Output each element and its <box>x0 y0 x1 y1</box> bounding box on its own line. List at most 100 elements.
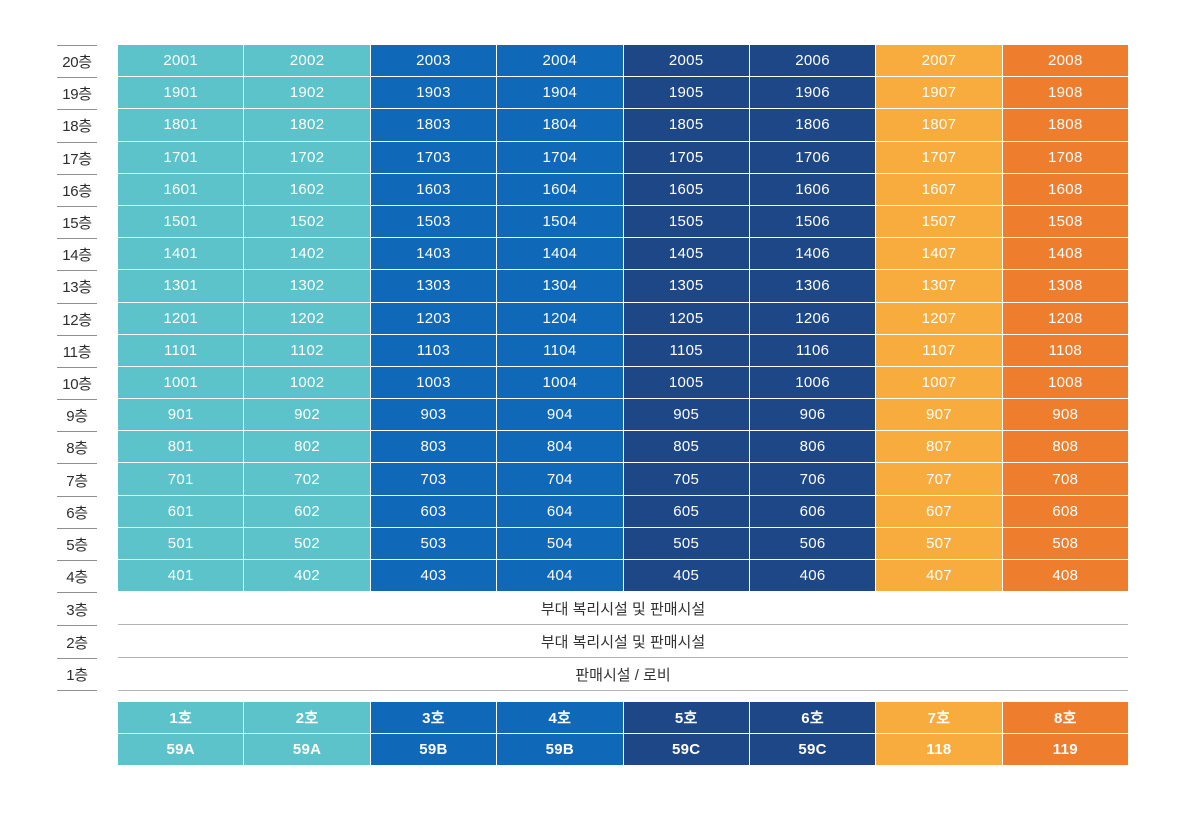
floor-cells: 1001 1002 1003 1004 1005 1006 1007 1008 <box>118 366 1128 400</box>
unit-cell: 407 <box>876 560 1003 593</box>
unit-cell: 503 <box>370 527 498 560</box>
line-number-cell: 2호 <box>244 702 371 735</box>
unit-type-cell: 59B <box>497 734 624 767</box>
line-number-cell: 4호 <box>497 702 624 735</box>
floor-label: 2층 <box>57 625 97 658</box>
unit-cell: 2008 <box>1002 45 1128 78</box>
unit-cell: 2004 <box>497 45 624 78</box>
unit-cell: 1007 <box>876 366 1003 400</box>
unit-cell: 1801 <box>118 109 245 142</box>
unit-cell: 1306 <box>749 270 877 303</box>
facility-floor-row: 2층 부대 복리시설 및 판매시설 <box>57 625 1128 659</box>
unit-cell: 901 <box>118 399 245 432</box>
unit-cell: 1708 <box>1002 141 1128 174</box>
unit-cell: 706 <box>749 463 877 496</box>
line-number-cell: 6호 <box>749 702 877 735</box>
unit-cell: 601 <box>118 495 245 528</box>
floor-label: 8층 <box>57 431 97 463</box>
unit-cell: 1107 <box>876 334 1003 367</box>
unit-cell: 1403 <box>370 238 498 271</box>
unit-cell: 2001 <box>118 45 245 78</box>
unit-cell: 1503 <box>370 205 498 239</box>
unit-type-cell: 59B <box>370 734 498 767</box>
unit-cell: 1006 <box>749 366 877 400</box>
unit-cell: 1205 <box>623 302 750 335</box>
facility-floor-row: 3층 부대 복리시설 및 판매시설 <box>57 592 1128 626</box>
unit-cell: 1806 <box>749 109 877 142</box>
floor-row: 16층 1601 1602 1603 1604 1605 1606 1607 1608 <box>57 173 1128 206</box>
facility-label: 부대 복리시설 및 판매시설 <box>118 592 1128 626</box>
unit-cell: 1805 <box>623 109 750 142</box>
unit-cell: 602 <box>244 495 371 528</box>
floor-label: 12층 <box>57 302 97 335</box>
unit-cell: 1008 <box>1002 366 1128 400</box>
unit-cell: 404 <box>497 560 624 593</box>
unit-cell: 801 <box>118 431 245 464</box>
unit-cell: 1905 <box>623 77 750 110</box>
unit-cell: 2002 <box>244 45 371 78</box>
unit-type-cells: 59A 59A 59B 59B 59C 59C 118 119 <box>118 734 1128 767</box>
floor-label: 18층 <box>57 109 97 141</box>
unit-cell: 1005 <box>623 366 750 400</box>
floor-label: 3층 <box>57 592 97 625</box>
unit-cell: 1404 <box>497 238 624 271</box>
unit-cell: 1702 <box>244 141 371 174</box>
floor-row: 8층 801 802 803 804 805 806 807 808 <box>57 431 1128 464</box>
unit-cell: 1003 <box>370 366 498 400</box>
unit-type-row: 59A 59A 59B 59B 59C 59C 118 119 <box>118 734 1128 767</box>
unit-type-cell: 118 <box>876 734 1003 767</box>
unit-cell: 1601 <box>118 173 245 206</box>
unit-cell: 803 <box>370 431 498 464</box>
floor-cells: 1201 1202 1203 1204 1205 1206 1207 1208 <box>118 302 1128 335</box>
unit-cell: 804 <box>497 431 624 464</box>
unit-cell: 1204 <box>497 302 624 335</box>
unit-cell: 805 <box>623 431 750 464</box>
unit-cell: 607 <box>876 495 1003 528</box>
floor-label: 4층 <box>57 560 97 592</box>
unit-cell: 807 <box>876 431 1003 464</box>
unit-cell: 1606 <box>749 173 877 206</box>
unit-cell: 1507 <box>876 205 1003 239</box>
floor-label: 1층 <box>57 658 97 692</box>
unit-cell: 1104 <box>497 334 624 367</box>
unit-cell: 1803 <box>370 109 498 142</box>
unit-cell: 1505 <box>623 205 750 239</box>
gutter-gap <box>97 238 118 270</box>
unit-cell: 1401 <box>118 238 245 271</box>
unit-cell: 903 <box>370 399 498 432</box>
facility-label: 부대 복리시설 및 판매시설 <box>118 625 1128 659</box>
floor-cells: 501 502 503 504 505 506 507 508 <box>118 527 1128 560</box>
unit-cell: 506 <box>749 527 877 560</box>
unit-cell: 1804 <box>497 109 624 142</box>
unit-cell: 1607 <box>876 173 1003 206</box>
unit-cell: 1402 <box>244 238 371 271</box>
facility-floor-row: 1층 판매시설 / 로비 <box>57 658 1128 692</box>
line-number-cell: 1호 <box>118 702 245 735</box>
unit-cell: 1701 <box>118 141 245 174</box>
unit-cell: 905 <box>623 399 750 432</box>
floor-label: 20층 <box>57 45 97 77</box>
floor-cells: 801 802 803 804 805 806 807 808 <box>118 431 1128 464</box>
floor-cells: 1401 1402 1403 1404 1405 1406 1407 1408 <box>118 238 1128 271</box>
floor-row: 12층 1201 1202 1203 1204 1205 1206 1207 1208 <box>57 302 1128 335</box>
unit-cell: 1407 <box>876 238 1003 271</box>
floor-cells: 1701 1702 1703 1704 1705 1706 1707 1708 <box>118 141 1128 174</box>
unit-cell: 2005 <box>623 45 750 78</box>
unit-cell: 604 <box>497 495 624 528</box>
floor-row: 15층 1501 1502 1503 1504 1505 1506 1507 1508 <box>57 205 1128 239</box>
floor-cells: 2001 2002 2003 2004 2005 2006 2007 2008 <box>118 45 1128 78</box>
unit-cell: 1102 <box>244 334 371 367</box>
floor-cells: 701 702 703 704 705 706 707 708 <box>118 463 1128 496</box>
unit-cell: 1301 <box>118 270 245 303</box>
floor-row: 4층 401 402 403 404 405 406 407 408 <box>57 560 1128 593</box>
unit-cell: 1307 <box>876 270 1003 303</box>
unit-cell: 904 <box>497 399 624 432</box>
unit-cell: 1405 <box>623 238 750 271</box>
unit-cell: 1106 <box>749 334 877 367</box>
floor-row: 7층 701 702 703 704 705 706 707 708 <box>57 463 1128 496</box>
unit-cell: 1706 <box>749 141 877 174</box>
floor-row: 9층 901 902 903 904 905 906 907 908 <box>57 399 1128 432</box>
floor-cells: 901 902 903 904 905 906 907 908 <box>118 399 1128 432</box>
unit-cell: 1201 <box>118 302 245 335</box>
line-number-cell: 8호 <box>1002 702 1128 735</box>
